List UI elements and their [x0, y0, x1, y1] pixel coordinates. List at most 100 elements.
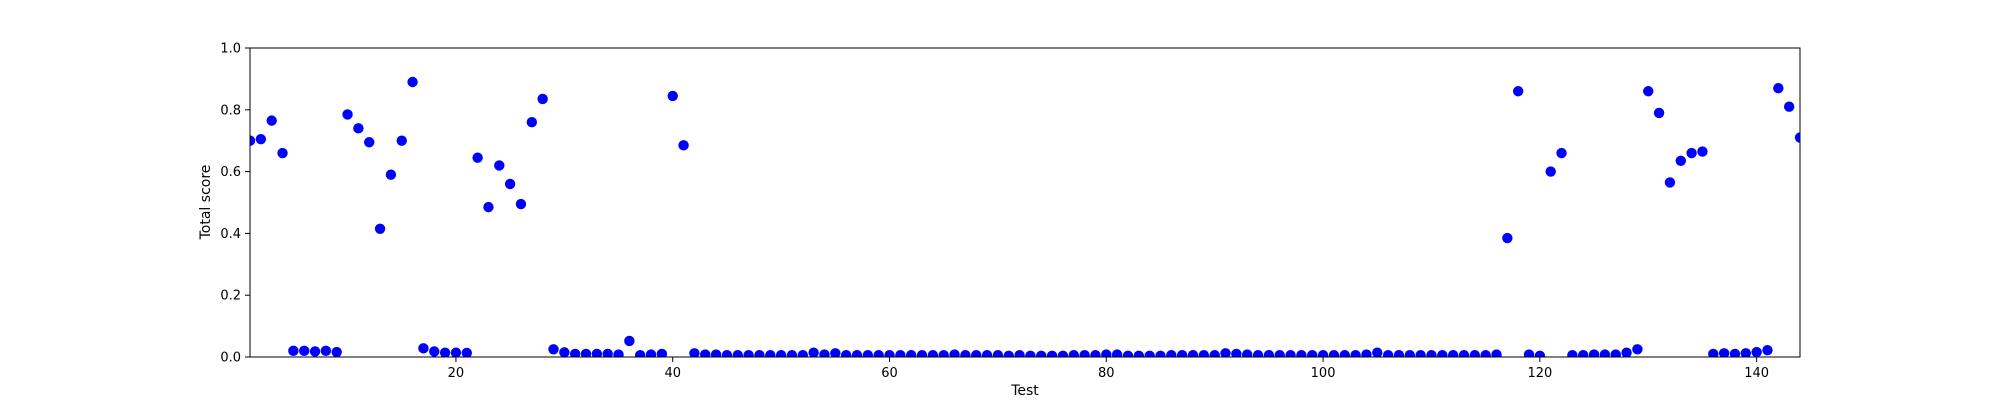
data-point — [1740, 348, 1752, 357]
data-point — [786, 349, 798, 357]
data-point — [602, 348, 613, 357]
data-point — [288, 345, 299, 357]
data-point — [1643, 86, 1654, 97]
data-point — [1653, 107, 1665, 119]
y-tick-label: 0.2 — [220, 289, 241, 304]
data-point — [255, 133, 267, 145]
data-point — [1588, 349, 1600, 357]
x-tick-label: 100 — [1311, 366, 1336, 381]
data-point — [775, 349, 787, 357]
data-point — [1285, 349, 1296, 357]
y-tick-label: 0.8 — [220, 103, 241, 118]
data-point — [1220, 348, 1231, 357]
data-point — [1610, 349, 1621, 357]
data-point — [1122, 350, 1134, 357]
data-point — [1242, 349, 1253, 357]
data-point — [1014, 349, 1025, 357]
data-point — [1372, 347, 1383, 357]
y-axis-label: Total score — [198, 165, 214, 241]
data-point — [830, 348, 841, 357]
data-point — [754, 349, 765, 357]
data-point — [1708, 348, 1719, 357]
data-point — [407, 76, 418, 88]
data-point — [743, 349, 754, 357]
data-point — [1469, 349, 1481, 357]
data-point — [439, 347, 451, 357]
data-point — [960, 349, 971, 357]
data-point — [1187, 349, 1199, 357]
y-tick-label: 0.6 — [220, 165, 241, 180]
data-point — [1111, 349, 1123, 357]
data-point — [840, 349, 852, 357]
data-point — [1252, 349, 1264, 357]
data-point — [905, 349, 917, 357]
data-point — [461, 347, 472, 357]
data-point — [851, 349, 863, 357]
data-point — [1426, 349, 1437, 357]
data-point — [1307, 349, 1318, 357]
data-point — [1534, 350, 1546, 357]
data-point — [250, 135, 256, 146]
data-point — [591, 348, 603, 357]
data-point — [645, 349, 657, 357]
y-tick-label: 1.0 — [220, 42, 241, 57]
data-point — [981, 349, 993, 357]
data-point — [385, 169, 397, 180]
data-point — [710, 349, 722, 357]
data-point — [548, 344, 559, 355]
data-point — [689, 348, 700, 357]
data-point — [418, 343, 429, 354]
y-tick-label: 0.4 — [220, 227, 241, 242]
x-tick-label: 20 — [448, 366, 465, 381]
data-point — [1339, 349, 1350, 357]
data-point — [1166, 349, 1177, 357]
data-point — [1090, 349, 1101, 357]
data-point — [1773, 82, 1784, 94]
y-axis-ticks: 0.0 0.2 0.4 0.6 0.8 1.0 — [220, 42, 250, 366]
data-point — [277, 147, 288, 159]
data-point — [1296, 349, 1307, 357]
data-point — [613, 349, 624, 357]
data-point — [1578, 349, 1589, 357]
data-point — [309, 346, 321, 357]
data-point — [1079, 349, 1090, 357]
data-point — [331, 346, 342, 357]
data-point — [971, 349, 982, 357]
data-point — [1675, 155, 1686, 166]
data-point — [797, 349, 808, 357]
data-point — [667, 90, 678, 102]
data-point — [1751, 346, 1762, 357]
data-point — [1057, 350, 1069, 357]
data-point — [569, 348, 581, 357]
plot-area-frame — [249, 47, 1801, 358]
data-point — [515, 198, 527, 210]
data-point — [862, 349, 874, 357]
data-point — [992, 349, 1004, 357]
data-point — [1447, 349, 1459, 357]
data-point — [1101, 349, 1112, 357]
data-point — [1361, 349, 1372, 357]
x-axis-label: Test — [1010, 383, 1039, 399]
data-point — [1350, 349, 1361, 357]
data-point — [266, 115, 277, 126]
data-point — [721, 349, 733, 357]
data-point — [1176, 349, 1188, 357]
data-point — [1491, 349, 1502, 357]
x-tick-label: 120 — [1527, 366, 1552, 381]
data-point — [342, 109, 353, 120]
data-point — [1480, 349, 1491, 357]
data-point — [808, 347, 819, 357]
data-point — [1783, 101, 1795, 112]
data-point — [1523, 349, 1535, 357]
data-point — [884, 349, 895, 357]
data-point — [1036, 350, 1047, 357]
data-point — [1556, 147, 1567, 159]
data-point — [1632, 344, 1643, 355]
data-point — [1317, 349, 1329, 357]
data-point — [938, 349, 949, 357]
data-point — [700, 349, 711, 357]
data-point — [678, 140, 689, 151]
x-tick-label: 60 — [881, 366, 898, 381]
data-point — [1437, 349, 1448, 357]
data-point — [537, 93, 548, 105]
